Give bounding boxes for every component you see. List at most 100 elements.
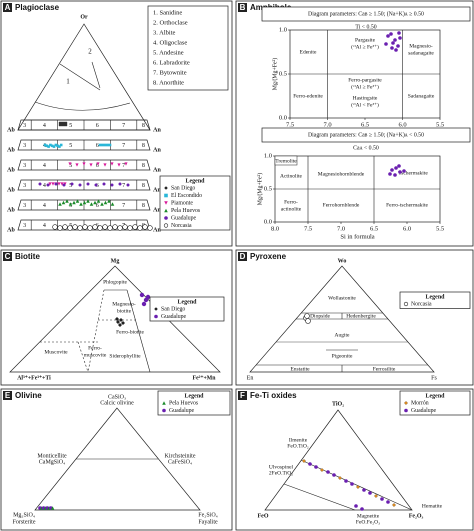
zone-number: 7	[122, 203, 125, 209]
point	[373, 493, 379, 499]
axis-label: Ab	[7, 167, 15, 173]
line	[91, 61, 101, 89]
point	[368, 491, 372, 495]
point	[301, 458, 307, 464]
field-label: Pigeonite	[332, 353, 353, 359]
legend-box	[399, 291, 471, 309]
zone-number: 8	[142, 203, 145, 209]
zone-number: 3	[23, 203, 26, 209]
zone-number: 6	[96, 163, 99, 169]
field-label: Ferro-edenite	[293, 93, 323, 99]
point	[132, 224, 138, 230]
point	[398, 36, 402, 40]
point	[68, 162, 72, 166]
field-label: Ferrosilite	[373, 366, 396, 372]
point	[124, 162, 128, 166]
point	[139, 292, 145, 298]
point	[50, 506, 55, 510]
point	[141, 301, 147, 307]
y-tick-label: 0.0	[279, 114, 287, 121]
legend-title: Legend	[185, 178, 205, 184]
axis-label: An	[153, 147, 161, 153]
legend-item: Guadalupe	[161, 314, 187, 320]
point	[118, 182, 122, 186]
point	[82, 224, 88, 230]
point	[60, 123, 64, 127]
point	[89, 163, 93, 167]
axis-label: Fayalite	[198, 519, 218, 525]
field-label: (ᵛᴵAl < Fe³⁺)	[351, 101, 379, 108]
y-tick-label: 1.0	[279, 26, 287, 33]
line	[300, 459, 413, 511]
point	[57, 225, 63, 231]
point	[97, 225, 103, 231]
point	[38, 182, 42, 186]
point	[162, 408, 166, 413]
point	[106, 143, 110, 147]
line	[77, 341, 89, 373]
axis-label: Al³⁺+Fe³⁺+Ti	[17, 374, 51, 381]
point	[75, 199, 80, 203]
apex-label: Calcic olivine	[100, 400, 134, 406]
point	[164, 201, 168, 205]
point	[355, 484, 361, 490]
zone-number: 7	[122, 123, 125, 129]
apex-label: TiO₂	[332, 401, 344, 407]
field-label: Ilmenite	[289, 437, 308, 443]
zone-number: 4	[43, 163, 46, 169]
zone-number: 3	[23, 183, 26, 189]
field-boundary	[34, 101, 131, 111]
point	[58, 145, 61, 148]
y-axis-label: Mg/(Mg+Fe²)	[271, 58, 278, 90]
point	[49, 143, 52, 147]
x-tick-label: 6.0	[398, 121, 406, 128]
point	[380, 497, 384, 501]
params-box	[261, 127, 471, 143]
field-label: (ᵛᴵAl ≥ Fe³⁺)	[351, 83, 379, 90]
x-tick-label: 6.5	[370, 225, 378, 232]
point	[57, 182, 61, 186]
panel-title: Olivine	[15, 391, 42, 400]
field-label: Phlogopite	[103, 279, 127, 285]
point	[46, 183, 50, 187]
legend-item: Guadalupe	[169, 408, 195, 414]
legend-item: Pela Huevos	[169, 400, 199, 406]
point	[82, 162, 86, 166]
point	[59, 143, 63, 147]
x-tick-label: 5.5	[436, 121, 444, 128]
point	[118, 323, 122, 327]
point	[64, 121, 68, 125]
key-item: 7. Bytownite	[153, 69, 187, 76]
point	[86, 199, 90, 203]
x-tick-label: 7.0	[337, 225, 345, 232]
point	[164, 216, 168, 220]
point	[107, 225, 113, 231]
legend-item: Pela Huevos	[171, 208, 201, 214]
legend-box	[149, 296, 225, 322]
field-label: Ferrohornblende	[323, 202, 360, 208]
legend-item: Norcasia	[171, 223, 192, 229]
field-label: Edenite	[300, 49, 317, 55]
point	[60, 121, 64, 125]
field-label: Pargasite	[355, 37, 376, 43]
field-label: Hematite	[422, 503, 443, 509]
point	[72, 224, 78, 230]
point	[389, 32, 393, 36]
key-box	[147, 5, 229, 91]
axis-label: Ab	[7, 227, 15, 233]
x-tick-label: 8.0	[271, 225, 279, 232]
point	[319, 467, 325, 473]
point	[102, 182, 106, 186]
point	[384, 42, 388, 46]
zone-number: 4	[43, 183, 46, 189]
legend-box	[159, 175, 231, 231]
field-label: Magnesio-	[112, 301, 136, 307]
point	[61, 200, 66, 205]
point	[314, 465, 318, 469]
point	[102, 143, 106, 147]
zone-number: 6	[96, 203, 99, 209]
panel-letter: E	[5, 391, 11, 400]
x-tick-label: 7.5	[304, 225, 312, 232]
point	[326, 470, 330, 474]
point	[402, 169, 406, 173]
